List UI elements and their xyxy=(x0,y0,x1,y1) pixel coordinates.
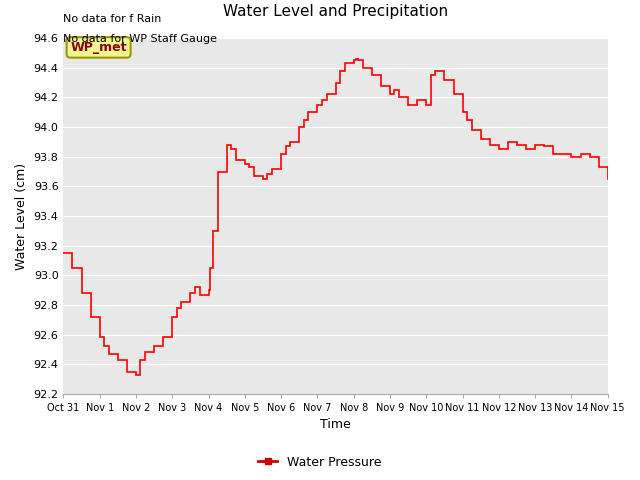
Y-axis label: Water Level (cm): Water Level (cm) xyxy=(15,162,28,270)
Title: Water Level and Precipitation: Water Level and Precipitation xyxy=(223,4,448,19)
Text: WP_met: WP_met xyxy=(70,41,127,54)
Text: No data for WP Staff Gauge: No data for WP Staff Gauge xyxy=(63,34,218,44)
Text: No data for f Rain: No data for f Rain xyxy=(63,14,162,24)
X-axis label: Time: Time xyxy=(320,419,351,432)
Legend: Water Pressure: Water Pressure xyxy=(253,451,387,474)
